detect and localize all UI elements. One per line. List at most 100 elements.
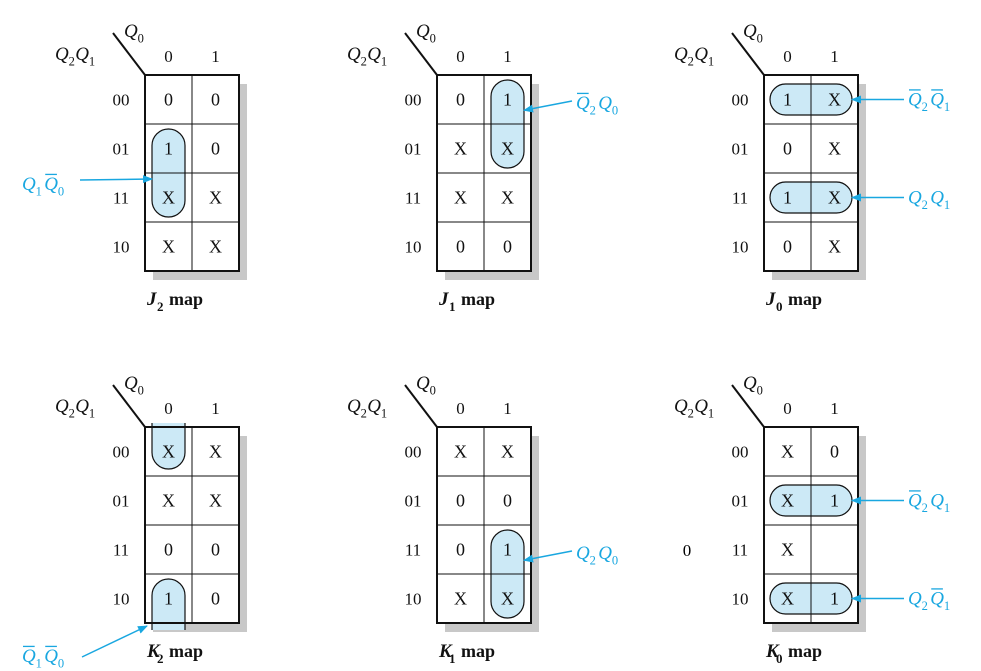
row-label: 01: [405, 140, 422, 159]
svg-text:Q: Q: [598, 543, 612, 564]
svg-text:Q: Q: [694, 44, 708, 65]
row-label: 10: [113, 238, 130, 257]
row-label: 00: [405, 443, 422, 462]
svg-text:Q: Q: [75, 44, 89, 65]
svg-text:0: 0: [612, 103, 618, 117]
cell-value: 0: [211, 90, 220, 110]
row-label: 00: [113, 443, 130, 462]
corner-diagonal: [404, 32, 438, 76]
svg-text:1: 1: [944, 501, 950, 515]
cell-value: X: [454, 442, 467, 462]
corner-diagonal: [731, 384, 765, 428]
map-title: K1 map: [438, 641, 495, 666]
svg-text:Q: Q: [576, 93, 590, 114]
cell-value: X: [162, 442, 175, 462]
svg-text:map: map: [169, 289, 203, 309]
cell-value: 0: [164, 540, 173, 560]
annotation-arrow: [523, 550, 573, 563]
cell-value: X: [781, 540, 794, 560]
svg-text:0: 0: [138, 383, 144, 397]
cell-value: X: [828, 139, 841, 159]
row-label: 01: [732, 492, 749, 511]
column-label: 0: [783, 399, 792, 418]
row-label: 10: [113, 590, 130, 609]
cell-value: X: [501, 139, 514, 159]
row-label: 01: [113, 492, 130, 511]
cell-value: X: [162, 188, 175, 208]
row-label: 01: [113, 140, 130, 159]
svg-text:Q: Q: [674, 44, 688, 65]
svg-text:J: J: [765, 289, 776, 310]
cell-value: X: [828, 90, 841, 110]
column-label: 1: [830, 47, 839, 66]
svg-text:1: 1: [708, 406, 714, 420]
svg-text:Q: Q: [55, 396, 69, 417]
map-title: J 0 map: [765, 289, 822, 314]
svg-text:2: 2: [922, 100, 928, 114]
row-label: 11: [113, 189, 129, 208]
cell-value: X: [209, 237, 222, 257]
column-label: 1: [503, 399, 512, 418]
svg-text:Q: Q: [743, 373, 757, 394]
column-label: 0: [783, 47, 792, 66]
column-label: 0: [456, 399, 465, 418]
cell-value: X: [454, 589, 467, 609]
svg-text:map: map: [169, 641, 203, 661]
row-label: 11: [732, 541, 748, 560]
cell-value: X: [209, 188, 222, 208]
row-label: 10: [405, 590, 422, 609]
cell-value: X: [781, 491, 794, 511]
row-label: 00: [113, 91, 130, 110]
svg-text:1: 1: [89, 54, 95, 68]
svg-text:1: 1: [449, 651, 456, 666]
svg-text:Q: Q: [124, 373, 138, 394]
svg-text:Q: Q: [930, 589, 944, 610]
cell-value: 0: [830, 442, 839, 462]
svg-text:Q: Q: [347, 396, 361, 417]
svg-text:Q: Q: [743, 21, 757, 42]
cell-value: 1: [783, 90, 792, 110]
column-label: 0: [164, 47, 173, 66]
corner-diagonal: [404, 384, 438, 428]
svg-text:2: 2: [69, 406, 75, 420]
cell-value: X: [454, 139, 467, 159]
svg-text:map: map: [788, 289, 822, 309]
svg-text:J: J: [146, 289, 157, 310]
svg-text:Q: Q: [908, 188, 922, 209]
svg-text:Q: Q: [367, 396, 381, 417]
corner-diagonal: [112, 384, 146, 428]
map-title: J 1 map: [438, 289, 495, 314]
svg-text:Q: Q: [367, 44, 381, 65]
corner-diagonal: [731, 32, 765, 76]
cell-value: 0: [456, 540, 465, 560]
svg-text:Q: Q: [416, 21, 430, 42]
map-title: K2 map: [146, 641, 203, 666]
svg-text:J: J: [438, 289, 449, 310]
corner-diagonal: [112, 32, 146, 76]
column-label: 1: [830, 399, 839, 418]
svg-text:2: 2: [361, 54, 367, 68]
cell-value: 0: [783, 237, 792, 257]
cell-value: X: [162, 237, 175, 257]
row-label: 01: [732, 140, 749, 159]
